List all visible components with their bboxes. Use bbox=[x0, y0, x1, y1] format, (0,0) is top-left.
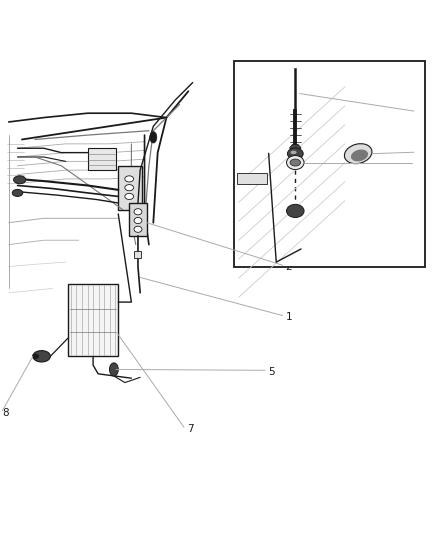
Text: 6: 6 bbox=[417, 147, 424, 157]
Ellipse shape bbox=[134, 217, 142, 223]
Text: 7: 7 bbox=[187, 424, 194, 433]
Bar bbox=[68, 284, 118, 356]
Text: 2: 2 bbox=[286, 262, 292, 271]
Ellipse shape bbox=[134, 209, 142, 215]
Bar bbox=[234, 61, 425, 266]
Ellipse shape bbox=[134, 226, 142, 232]
Text: 8: 8 bbox=[2, 408, 9, 418]
Ellipse shape bbox=[344, 144, 372, 164]
Text: 4: 4 bbox=[417, 106, 424, 116]
Ellipse shape bbox=[33, 351, 50, 362]
Ellipse shape bbox=[12, 189, 23, 197]
Ellipse shape bbox=[286, 156, 304, 169]
Ellipse shape bbox=[32, 354, 39, 359]
Ellipse shape bbox=[290, 159, 300, 166]
Bar bbox=[134, 251, 141, 258]
Ellipse shape bbox=[286, 204, 304, 217]
Polygon shape bbox=[290, 144, 301, 151]
Bar bbox=[237, 173, 267, 184]
Ellipse shape bbox=[290, 151, 297, 154]
Ellipse shape bbox=[14, 176, 26, 184]
Bar bbox=[88, 148, 116, 170]
Text: 1: 1 bbox=[286, 312, 292, 322]
Ellipse shape bbox=[125, 193, 134, 199]
Ellipse shape bbox=[351, 149, 368, 161]
Text: 5: 5 bbox=[268, 367, 275, 377]
Ellipse shape bbox=[125, 184, 134, 191]
Bar bbox=[129, 203, 147, 236]
Ellipse shape bbox=[287, 148, 303, 159]
Bar bbox=[118, 166, 142, 209]
Ellipse shape bbox=[125, 176, 134, 182]
Ellipse shape bbox=[150, 132, 157, 143]
Ellipse shape bbox=[110, 363, 118, 376]
Text: 3: 3 bbox=[415, 158, 422, 167]
